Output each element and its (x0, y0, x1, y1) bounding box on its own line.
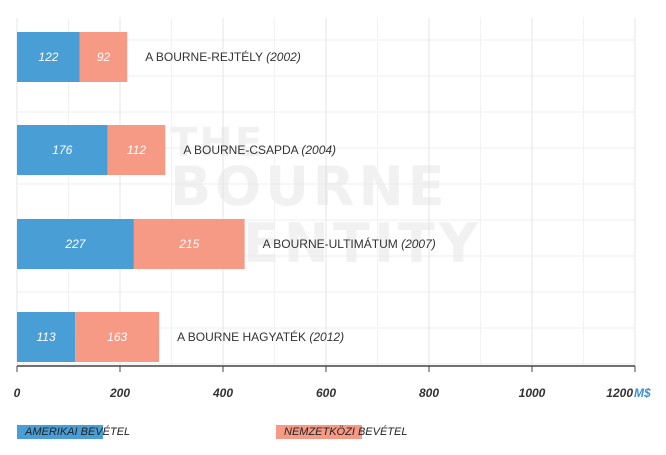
bar-segment-us (17, 125, 108, 175)
watermark-line-1: BOURNE (170, 155, 449, 218)
data-label: 113 (37, 330, 56, 344)
x-tick-label: 1000 (519, 386, 546, 400)
x-axis-unit: M$ (634, 386, 651, 400)
category-label: A BOURNE-CSAPDA (2004) (183, 143, 336, 157)
x-tick-label: 600 (316, 386, 336, 400)
x-tick-label: 800 (419, 386, 439, 400)
x-tick-label: 400 (212, 386, 233, 400)
legend-item-intl: NEMZETKÖZI BEVÉTEL (276, 424, 407, 440)
legend-item-us: AMERIKAI BEVÉTEL (17, 424, 130, 440)
x-axis: 0 200 400 600 800 1000 1200 M$ (14, 365, 651, 400)
bar-segment-intl (79, 32, 128, 82)
data-label: 176 (52, 143, 72, 157)
data-label: 122 (38, 50, 58, 64)
watermark-line-0: THE (170, 120, 264, 166)
legend-swatch-us: AMERIKAI BEVÉTEL (17, 425, 130, 439)
bar-segment-us (17, 312, 76, 362)
data-label: 112 (127, 143, 146, 157)
data-label: 227 (64, 237, 86, 251)
category-label: A BOURNE-REJTÉLY (2002) (145, 49, 301, 64)
category-label: A BOURNE-ULTIMÁTUM (2007) (263, 236, 436, 251)
category-label: A BOURNE HAGYATÉK (2012) (177, 329, 344, 344)
bar-segment-intl (107, 125, 166, 175)
legend-swatch-intl: NEMZETKÖZI BEVÉTEL (276, 425, 407, 439)
bar-segment-us (17, 219, 134, 269)
data-label: 163 (107, 330, 127, 344)
bar-segment-intl (133, 219, 245, 269)
x-tick-label: 0 (14, 386, 21, 400)
bar-segment-intl (75, 312, 160, 362)
legend-label-intl: NEMZETKÖZI BEVÉTEL (284, 426, 408, 438)
x-tick-label: 200 (109, 386, 130, 400)
x-tick-label: 1200 (606, 386, 633, 400)
bar-segment-us (17, 32, 80, 82)
bars: 122 92 A BOURNE-REJTÉLY (2002) 176 112 A BOUR… (17, 32, 436, 362)
data-label: 92 (97, 50, 111, 64)
data-label: 215 (178, 237, 199, 251)
legend-label-us: AMERIKAI BEVÉTEL (25, 426, 131, 438)
